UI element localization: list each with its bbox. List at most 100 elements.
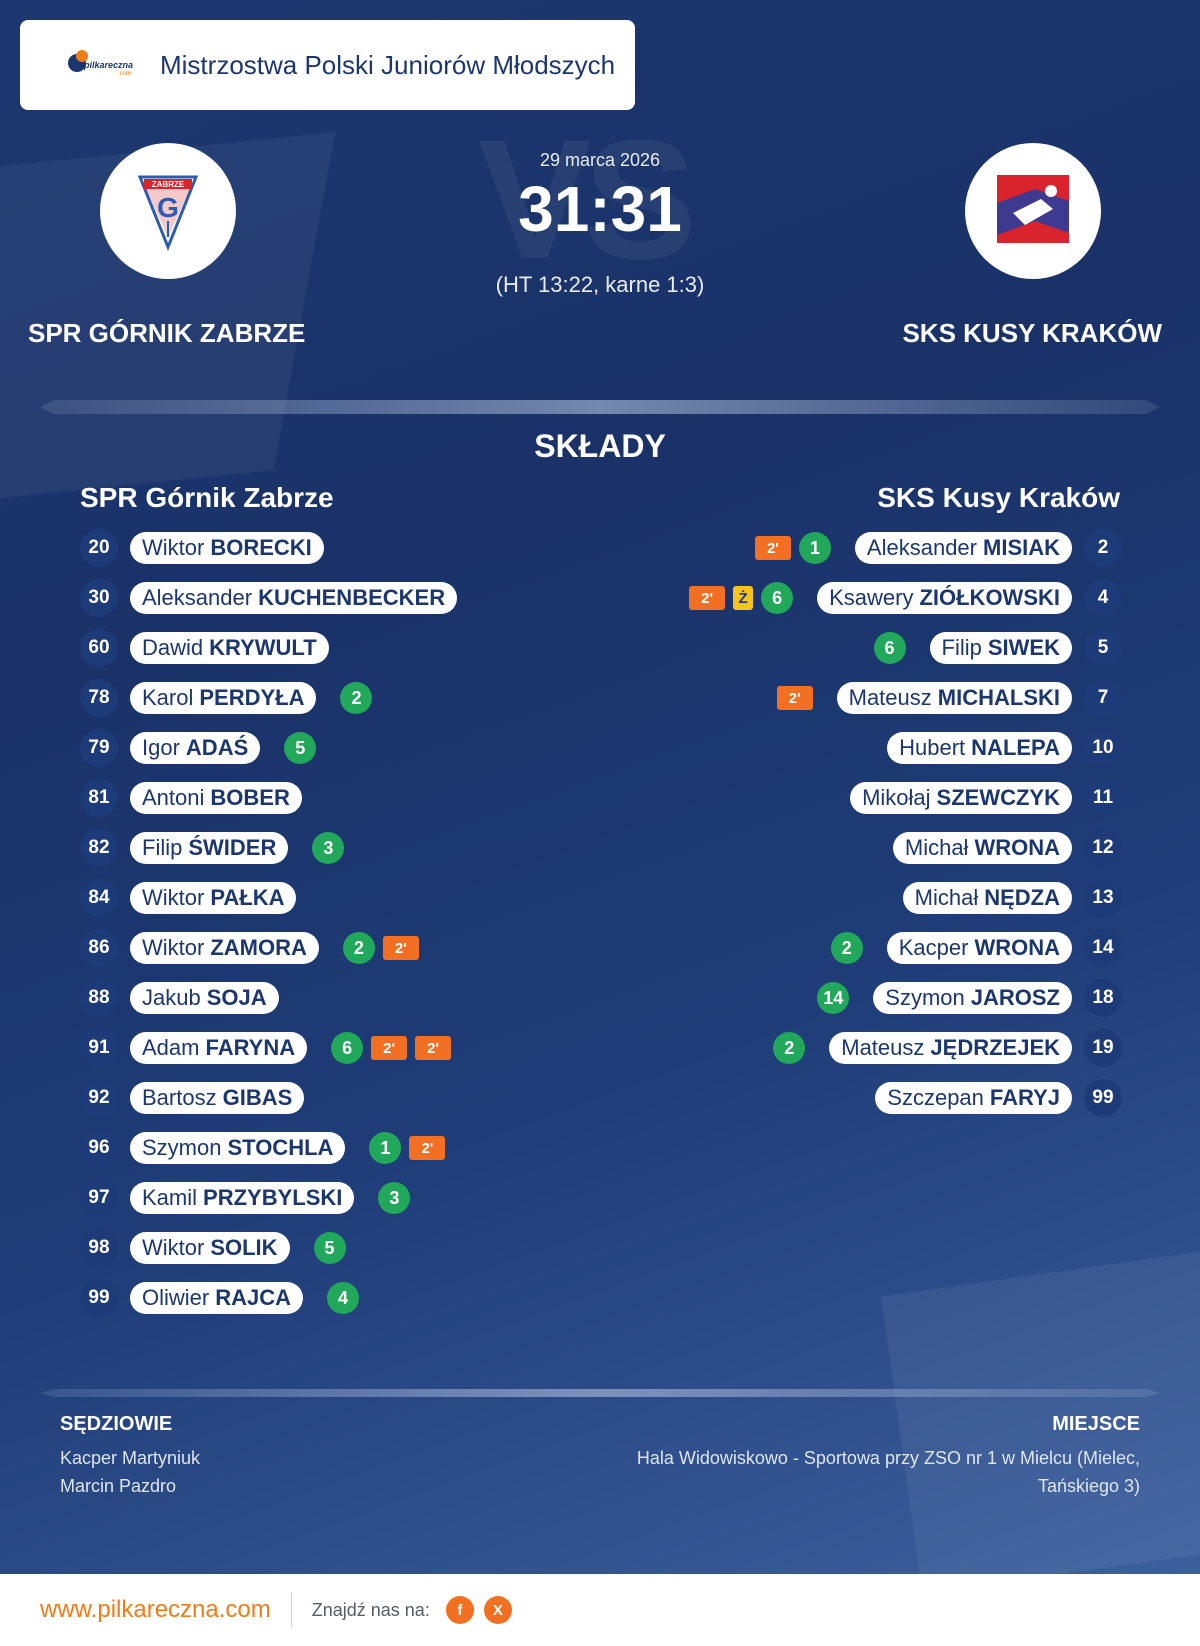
player-number: 5: [1084, 629, 1122, 667]
goals-badge: 1: [798, 532, 831, 564]
player-row: 88 Jakub SOJA: [80, 973, 457, 1023]
player-row: 92 Bartosz GIBAS: [80, 1073, 457, 1123]
player-number: 78: [80, 679, 118, 717]
player-name: Mateusz JĘDRZEJEK: [829, 1032, 1072, 1064]
goals-badge: 2: [340, 682, 373, 714]
competition-header: pilkareczna .com Mistrzostwa Polski Juni…: [20, 20, 635, 110]
player-events: 1 2': [754, 532, 831, 564]
player-first-name: Szymon: [142, 1135, 222, 1160]
referees-section: SĘDZIOWIE Kacper Martyniuk Marcin Pazdro: [60, 1413, 200, 1500]
player-first-name: Hubert: [899, 735, 966, 760]
player-last-name: FARYJ: [989, 1085, 1060, 1110]
venue-section: MIEJSCE Hala Widowiskowo - Sportowa przy…: [580, 1413, 1140, 1500]
player-events: 5: [284, 732, 317, 764]
player-events: 6: [873, 632, 906, 664]
player-last-name: KRYWULT: [209, 635, 317, 660]
player-number: 11: [1084, 779, 1122, 817]
player-number: 14: [1084, 929, 1122, 967]
player-number: 84: [80, 879, 118, 917]
find-us-label: Znajdź nas na:: [311, 1599, 430, 1620]
player-number: 60: [80, 629, 118, 667]
pilkareczna-logo[interactable]: pilkareczna .com: [68, 50, 140, 80]
yellow-card-badge: Ż: [733, 586, 754, 610]
player-last-name: NALEPA: [971, 735, 1060, 760]
player-row: 60 Dawid KRYWULT: [80, 623, 457, 673]
player-number: 7: [1084, 679, 1122, 717]
goals-badge: 5: [284, 732, 317, 764]
player-events: 3: [378, 1182, 411, 1214]
player-name: Wiktor BORECKI: [130, 532, 324, 564]
player-first-name: Michał: [914, 885, 979, 910]
player-events: 2 2': [342, 932, 419, 964]
home-team-name: SPR GÓRNIK ZABRZE: [28, 318, 306, 348]
player-number: 82: [80, 829, 118, 867]
player-row: 11 Mikołaj SZEWCZYK: [689, 773, 1122, 823]
x-icon[interactable]: X: [483, 1596, 512, 1624]
match-poster: pilkareczna .com Mistrzostwa Polski Juni…: [0, 0, 1200, 1574]
player-first-name: Ksawery: [829, 585, 914, 610]
goals-badge: 2: [830, 932, 863, 964]
home-lineup-title: SPR Górnik Zabrze: [80, 482, 334, 513]
player-events: 6 2' 2': [331, 1032, 452, 1064]
away-lineup-list: 2 Aleksander MISIAK 1 2' 4 Ksawery ZIÓŁKOWSKI 6 Ż…: [689, 523, 1122, 1123]
player-row: 91 Adam FARYNA 6 2' 2': [80, 1023, 457, 1073]
facebook-icon[interactable]: f: [445, 1596, 474, 1624]
player-last-name: BORECKI: [210, 535, 312, 560]
player-name: Mateusz MICHALSKI: [836, 682, 1072, 714]
player-last-name: SOLIK: [210, 1235, 278, 1260]
player-last-name: ŚWIDER: [188, 835, 277, 860]
player-name: Szczepan FARYJ: [875, 1082, 1072, 1114]
player-name: Mikołaj SZEWCZYK: [850, 782, 1072, 814]
player-name: Wiktor SOLIK: [130, 1232, 290, 1264]
away-team-crest: [965, 143, 1101, 279]
player-name: Igor ADAŚ: [130, 732, 261, 764]
match-date: 29 marca 2026: [539, 150, 661, 170]
player-name: Szymon STOCHLA: [130, 1132, 346, 1164]
player-name: Wiktor ZAMORA: [130, 932, 319, 964]
background-decoration: [880, 1246, 1200, 1574]
player-first-name: Adam: [142, 1035, 200, 1060]
referee-name: Kacper Martyniuk: [60, 1448, 201, 1468]
player-row: 12 Michał WRONA: [689, 823, 1122, 873]
player-first-name: Mateusz: [848, 685, 932, 710]
player-name: Filip ŚWIDER: [130, 832, 289, 864]
player-last-name: NĘDZA: [984, 885, 1060, 910]
player-first-name: Wiktor: [142, 885, 205, 910]
player-number: 81: [80, 779, 118, 817]
referee-name: Marcin Pazdro: [60, 1476, 177, 1496]
player-number: 92: [80, 1079, 118, 1117]
player-number: 98: [80, 1229, 118, 1267]
home-lineup-list: 20 Wiktor BORECKI 30 Aleksander KUCHENBECKER 6…: [80, 523, 458, 1323]
footer-separator: [290, 1592, 292, 1628]
halftime-score: (HT 13:22, karne 1:3): [495, 272, 705, 297]
player-first-name: Filip: [941, 635, 982, 660]
match-score: 31:31: [518, 173, 682, 245]
away-team-name: SKS KUSY KRAKÓW: [902, 318, 1162, 348]
player-name: Hubert NALEPA: [887, 732, 1072, 764]
player-row: 86 Wiktor ZAMORA 2 2': [80, 923, 457, 973]
player-events: 2: [773, 1032, 806, 1064]
player-last-name: MICHALSKI: [937, 685, 1060, 710]
venue-line: Tańskiego 3): [1037, 1476, 1140, 1496]
website-link[interactable]: www.pilkareczna.com: [40, 1596, 271, 1623]
player-first-name: Karol: [142, 685, 194, 710]
player-last-name: KUCHENBECKER: [258, 585, 446, 610]
player-name: Bartosz GIBAS: [130, 1082, 305, 1114]
goals-badge: 6: [331, 1032, 364, 1064]
player-number: 18: [1084, 979, 1122, 1017]
player-last-name: FARYNA: [205, 1035, 296, 1060]
player-number: 86: [80, 929, 118, 967]
suspension-badge: 2': [371, 1036, 408, 1060]
player-first-name: Michał: [904, 835, 969, 860]
player-row: 78 Karol PERDYŁA 2: [80, 673, 457, 723]
player-events: 6 Ż 2': [689, 582, 794, 614]
home-team-crest: ZABRZE G: [100, 143, 236, 279]
goals-badge: 6: [873, 632, 906, 664]
player-number: 88: [80, 979, 118, 1017]
player-number: 99: [1084, 1079, 1122, 1117]
player-row: 82 Filip ŚWIDER 3: [80, 823, 457, 873]
goals-badge: 3: [312, 832, 345, 864]
player-row: 20 Wiktor BORECKI: [80, 523, 457, 573]
suspension-badge: 2': [689, 586, 726, 610]
player-row: 14 Kacper WRONA 2: [689, 923, 1122, 973]
